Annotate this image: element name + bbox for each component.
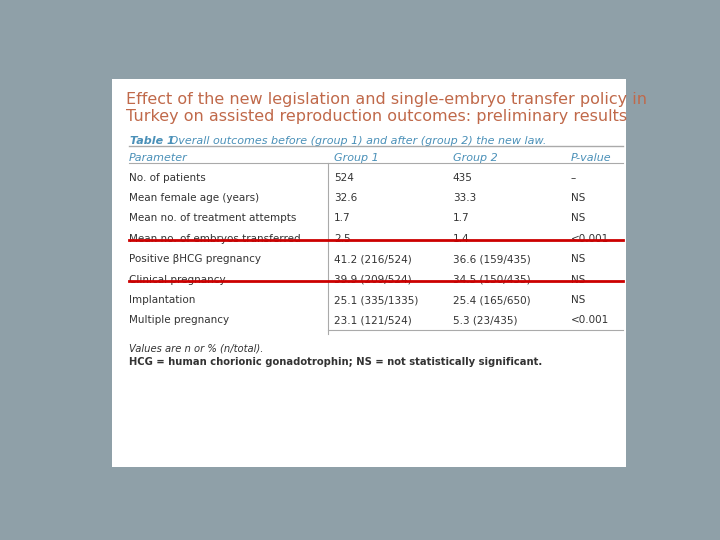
Text: 23.1 (121/524): 23.1 (121/524) <box>334 315 412 326</box>
Text: Effect of the new legislation and single-embryo transfer policy in: Effect of the new legislation and single… <box>126 92 647 107</box>
Text: 41.2 (216/524): 41.2 (216/524) <box>334 254 412 264</box>
Text: 1.7: 1.7 <box>453 213 469 224</box>
Text: 25.1 (335/1335): 25.1 (335/1335) <box>334 295 418 305</box>
Text: Implantation: Implantation <box>129 295 195 305</box>
Text: Turkey on assisted reproduction outcomes: preliminary results: Turkey on assisted reproduction outcomes… <box>126 109 627 124</box>
Text: NS: NS <box>570 275 585 285</box>
Text: Parameter: Parameter <box>129 153 187 163</box>
Text: Overall outcomes before (group 1) and after (group 2) the new law.: Overall outcomes before (group 1) and af… <box>159 136 546 146</box>
Text: NS: NS <box>570 193 585 203</box>
Text: NS: NS <box>570 213 585 224</box>
Text: 39.9 (209/524): 39.9 (209/524) <box>334 275 412 285</box>
Text: NS: NS <box>570 254 585 264</box>
Text: <0.001: <0.001 <box>570 315 608 326</box>
Text: 435: 435 <box>453 173 472 183</box>
Text: No. of patients: No. of patients <box>129 173 205 183</box>
Text: –: – <box>570 173 576 183</box>
FancyBboxPatch shape <box>112 79 626 467</box>
Text: Mean no. of embryos transferred: Mean no. of embryos transferred <box>129 234 300 244</box>
Text: Positive βHCG pregnancy: Positive βHCG pregnancy <box>129 254 261 264</box>
Text: 36.6 (159/435): 36.6 (159/435) <box>453 254 531 264</box>
Text: 5.3 (23/435): 5.3 (23/435) <box>453 315 517 326</box>
Text: Values are n or % (n/total).: Values are n or % (n/total). <box>129 343 263 354</box>
Text: 34.5 (150/435): 34.5 (150/435) <box>453 275 531 285</box>
Text: Group 1: Group 1 <box>334 153 379 163</box>
Text: Group 2: Group 2 <box>453 153 498 163</box>
Text: Clinical pregnancy: Clinical pregnancy <box>129 275 225 285</box>
Text: HCG = human chorionic gonadotrophin; NS = not statistically significant.: HCG = human chorionic gonadotrophin; NS … <box>129 357 542 367</box>
Text: Multiple pregnancy: Multiple pregnancy <box>129 315 229 326</box>
Text: Mean female age (years): Mean female age (years) <box>129 193 259 203</box>
Text: 25.4 (165/650): 25.4 (165/650) <box>453 295 531 305</box>
Text: 1.4: 1.4 <box>453 234 469 244</box>
Text: NS: NS <box>570 295 585 305</box>
Text: 2.5: 2.5 <box>334 234 351 244</box>
Text: <0.001: <0.001 <box>570 234 608 244</box>
Text: 1.7: 1.7 <box>334 213 351 224</box>
Text: Mean no. of treatment attempts: Mean no. of treatment attempts <box>129 213 296 224</box>
Text: Table 1: Table 1 <box>130 136 174 146</box>
Text: 524: 524 <box>334 173 354 183</box>
Text: P-value: P-value <box>570 153 611 163</box>
Text: 33.3: 33.3 <box>453 193 476 203</box>
Text: 32.6: 32.6 <box>334 193 357 203</box>
